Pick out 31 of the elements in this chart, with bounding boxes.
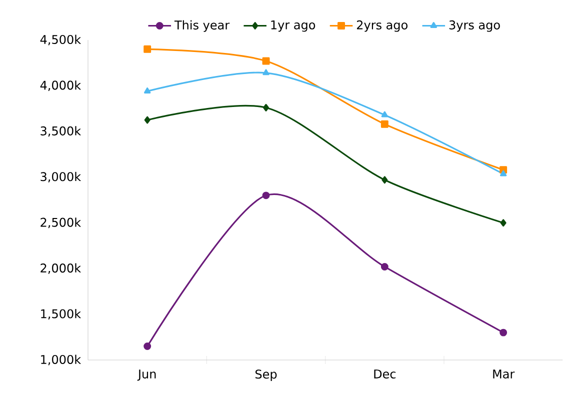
point [144,87,151,94]
point [380,120,388,128]
legend-label: 3yrs ago [449,20,500,32]
point [380,263,388,270]
y-tick-label: 4,500k [40,34,82,46]
point [262,192,270,200]
point [144,116,150,124]
point [500,219,506,227]
point [262,69,270,76]
legend-label: 1yr ago [271,20,316,32]
y-tick-label: 2,500k [40,218,82,228]
x-tick-label: Jun [137,370,156,381]
point [381,111,388,118]
point [382,176,388,184]
point [500,328,508,336]
y-tick-label: 3,500k [40,126,82,137]
point [500,170,507,176]
point [263,104,270,112]
y-tick-label: 4,000k [40,80,82,91]
y-tick-label: 2,000k [40,263,82,274]
point [144,342,152,350]
y-tick-label: 3,000k [40,172,82,182]
legend-label: 2yrs ago [356,20,408,32]
x-tick-label: Mar [493,370,515,378]
y-tick-label: 1,000k [41,354,82,366]
x-tick-label: Dec [374,370,396,378]
y-tick-label: 1,500k [41,309,82,320]
point [144,45,152,53]
x-tick-label: Sep [255,370,277,381]
point [262,57,270,65]
legend-label: This year [174,20,230,32]
